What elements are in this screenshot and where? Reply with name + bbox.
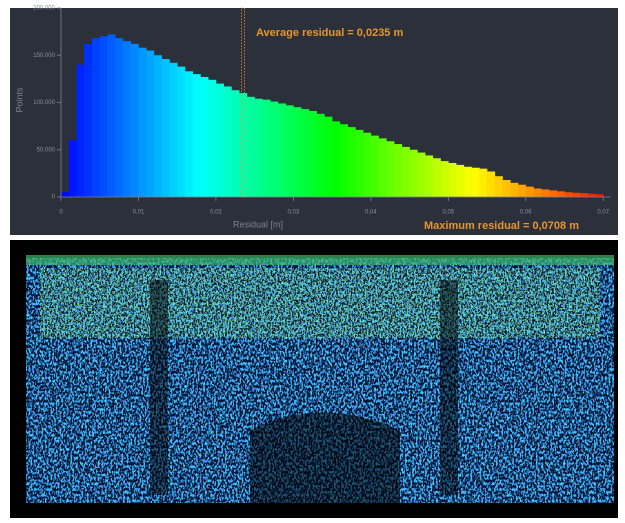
y-tick-label: 100.000 [33, 100, 55, 106]
histogram-bar [324, 117, 332, 197]
facade-gap [150, 280, 168, 495]
facade-gap [440, 280, 458, 495]
y-tick-label: 50.000 [37, 147, 56, 153]
x-axis-label: Residual [m] [233, 219, 283, 229]
histogram-bar [510, 183, 518, 197]
histogram-bar [247, 97, 255, 197]
x-tick-label: 0,07 [597, 210, 609, 216]
histogram-bar [208, 80, 216, 197]
histogram-bar [162, 59, 170, 197]
histogram-bar [464, 167, 472, 197]
average-annotation: Average residual = 0,0235 m [256, 27, 403, 39]
histogram-bar [572, 193, 580, 197]
histogram-bar [301, 109, 309, 197]
histogram-bar [131, 44, 139, 197]
histogram-bar [309, 111, 317, 197]
histogram-bar [526, 187, 534, 197]
histogram-bar [255, 99, 263, 197]
histogram-bar [270, 102, 278, 197]
histogram-bar [549, 190, 557, 197]
histogram-bar [317, 114, 325, 197]
histogram-bar [596, 194, 604, 197]
x-tick-label: 0,06 [520, 210, 532, 216]
histogram-bar [278, 103, 286, 197]
histogram-bar [479, 169, 487, 197]
histogram-bar [487, 171, 495, 197]
histogram-bar [448, 163, 456, 197]
histogram-bar [518, 185, 526, 197]
histogram-bar [495, 176, 503, 197]
page: Points Residual [m] Average residual = 0… [0, 0, 625, 523]
y-tick-label: 200.000 [33, 6, 55, 12]
x-tick-label: 0,01 [133, 210, 145, 216]
point-cloud [26, 255, 614, 505]
histogram-bar [456, 165, 464, 197]
histogram-bar [557, 191, 565, 197]
histogram-bar [69, 140, 77, 197]
histogram-bar [534, 188, 542, 197]
x-tick-label: 0,04 [365, 210, 377, 216]
histogram-bar [386, 141, 394, 197]
histogram-bar [262, 100, 270, 197]
histogram-bar [286, 105, 294, 197]
facade-upper-points [40, 268, 600, 338]
histogram-bar [363, 133, 371, 197]
histogram-bar [394, 144, 402, 197]
histogram-bar [107, 34, 115, 197]
histogram-bar [239, 93, 247, 197]
histogram-bar [177, 67, 185, 197]
histogram-bar [425, 155, 433, 197]
histogram-bar [588, 194, 596, 197]
histogram-bar [332, 121, 340, 197]
histogram-bar [169, 63, 177, 197]
histogram-bar [100, 36, 108, 197]
histogram-bar [348, 127, 356, 197]
maximum-annotation: Maximum residual = 0,0708 m [424, 220, 579, 232]
histogram-bar [123, 41, 131, 197]
histogram-bar [433, 158, 441, 197]
histogram-bar [193, 74, 201, 197]
doorway [250, 413, 400, 506]
histogram-bar [138, 48, 146, 197]
histogram-bar [541, 189, 549, 197]
histogram-bar [115, 38, 123, 197]
histogram-bar [379, 138, 387, 197]
histogram-bar [154, 55, 162, 197]
histogram-bar [472, 168, 480, 197]
histogram-bar [340, 124, 348, 197]
histogram-bar [146, 51, 154, 197]
histogram-bar [200, 77, 208, 197]
histogram-bar [565, 192, 573, 197]
histogram-bar [355, 130, 363, 197]
histogram-bar [402, 147, 410, 197]
histogram-bar [417, 153, 425, 197]
histogram-bar [185, 71, 193, 197]
histogram-bar [441, 161, 449, 197]
cornice [26, 255, 614, 265]
histogram-bar [231, 90, 239, 197]
histogram-bar [224, 86, 232, 197]
histogram-bar [76, 65, 84, 197]
histogram-bar [580, 193, 588, 197]
histogram-bar [293, 107, 301, 197]
histogram-bar [92, 38, 100, 197]
x-tick-label: 0,03 [288, 210, 300, 216]
histogram-bar [371, 136, 379, 197]
histogram-bar [216, 84, 224, 197]
x-tick-label: 0,02 [210, 210, 222, 216]
histogram-bar [410, 150, 418, 197]
histogram-bar [61, 192, 69, 197]
histogram-bar [503, 180, 511, 197]
histogram-bar [84, 44, 92, 197]
y-axis-label: Points [14, 87, 24, 113]
y-tick-label: 150.000 [33, 53, 55, 59]
x-tick-label: 0,05 [442, 210, 454, 216]
